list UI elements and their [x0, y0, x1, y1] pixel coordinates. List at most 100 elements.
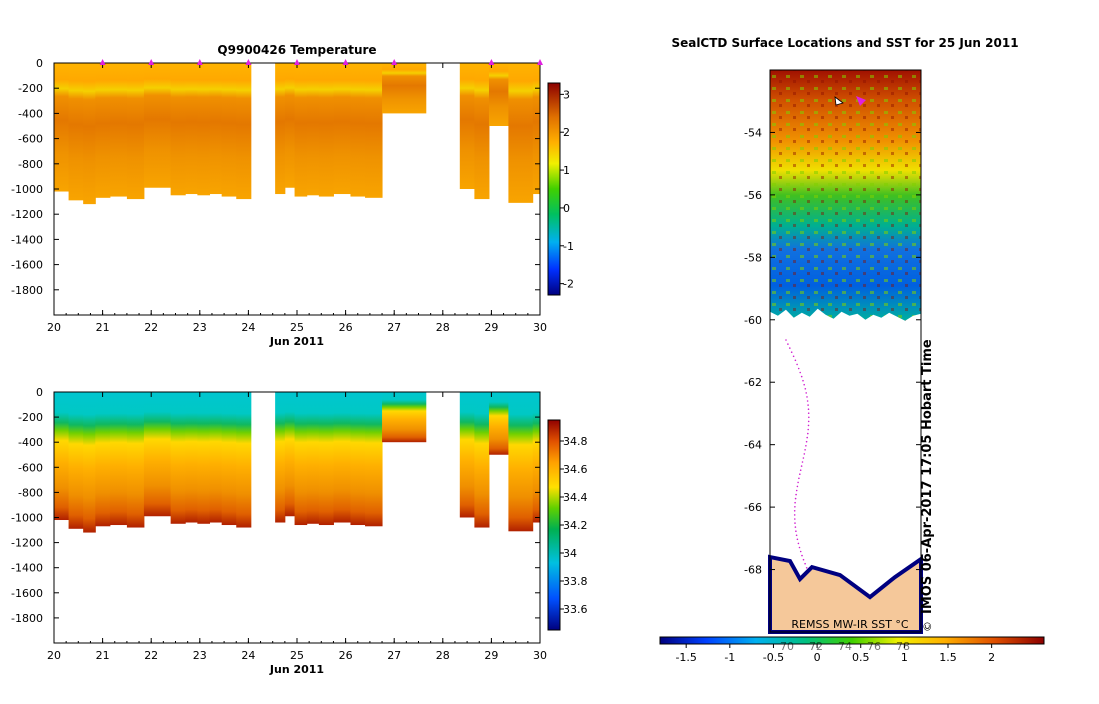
- sst-map-title: SealCTD Surface Locations and SST for 25…: [671, 36, 1018, 50]
- seal-track-point: [793, 514, 796, 516]
- salinity-ytick-label: -800: [18, 486, 43, 499]
- sst-colorbar-label: 0.5: [852, 651, 870, 664]
- seal-track-point: [795, 493, 797, 496]
- salinity-profile-column: [365, 392, 383, 527]
- temperature-profile-column: [197, 63, 211, 196]
- seal-current-position-marker: [856, 96, 866, 106]
- salinity-ytick-label: -1600: [11, 587, 43, 600]
- temperature-xtick-label: 21: [96, 321, 110, 334]
- salinity-profile-column: [318, 392, 334, 526]
- sst-source-label: REMSS MW-IR SST °C: [791, 618, 909, 631]
- temperature-profile-column: [318, 63, 334, 197]
- seal-track-point: [799, 550, 802, 553]
- seal-track-point: [789, 347, 791, 349]
- salinity-profile-column: [474, 392, 490, 528]
- temperature-float-marker: [196, 59, 203, 65]
- sst-colorbar-label: -0.5: [763, 651, 784, 664]
- seal-track-point: [804, 562, 806, 565]
- seal-track-point: [796, 538, 799, 541]
- seal-track-point: [794, 506, 796, 508]
- salinity-ytick-label: 0: [36, 386, 43, 399]
- sst-colorbar-label: 1.5: [939, 651, 957, 664]
- salinity-ytick-label: -400: [18, 436, 43, 449]
- salinity-colorbar-label: 33.6: [563, 603, 588, 616]
- temperature-profile-column: [294, 63, 308, 197]
- sst-map-ytick-label: -56: [744, 189, 762, 202]
- sst-field-texture: [770, 70, 921, 321]
- temperature-profile-column: [126, 63, 145, 200]
- salinity-profile-column: [95, 392, 111, 527]
- temperature-xtick-label: 30: [533, 321, 547, 334]
- salinity-profile-column: [221, 392, 237, 526]
- salinity-profile-column: [170, 392, 186, 524]
- sst-colorbar: [659, 636, 1045, 645]
- sst-colorbar-label: 0: [814, 651, 821, 664]
- salinity-xtick-label: 24: [241, 649, 255, 662]
- sst-colorbar-label: 1: [901, 651, 908, 664]
- seal-track-point: [807, 428, 809, 431]
- temperature-profile-column: [459, 63, 475, 189]
- temperature-profile-column: [236, 63, 252, 200]
- seal-track-point: [800, 375, 803, 378]
- seal-track-point: [794, 359, 797, 362]
- temperature-float-marker: [488, 59, 495, 65]
- seal-track-point: [805, 445, 807, 447]
- temperature-xtick-label: 28: [436, 321, 450, 334]
- sst-colorbar-label: -1: [724, 651, 735, 664]
- seal-track-point: [795, 534, 798, 537]
- salinity-profile-column: [236, 392, 252, 528]
- salinity-xtick-label: 21: [96, 649, 110, 662]
- seal-track-point: [799, 473, 801, 476]
- sst-colorbar-undertext: 70: [780, 640, 794, 653]
- salinity-profile-column: [68, 392, 84, 529]
- temperature-float-marker: [391, 59, 398, 65]
- salinity-xtick-label: 29: [484, 649, 498, 662]
- seal-track-point: [805, 392, 807, 394]
- temperature-xtick-label: 20: [47, 321, 61, 334]
- salinity-colorbar: [547, 419, 561, 631]
- salinity-xtick-label: 28: [436, 649, 450, 662]
- sst-colorbar-label: -1.5: [675, 651, 696, 664]
- temperature-float-marker: [294, 59, 300, 65]
- seal-track-point: [802, 558, 805, 561]
- temperature-colorbar-label: 1: [563, 164, 570, 177]
- seal-track-point: [799, 371, 801, 374]
- temperature-ytick-label: -1600: [11, 259, 43, 272]
- seal-track-point: [800, 465, 803, 467]
- sst-map-ytick-label: -62: [744, 376, 762, 389]
- seal-track-point: [792, 355, 795, 358]
- salinity-profile-column: [508, 392, 534, 532]
- temperature-title: Q9900426 Temperature: [217, 43, 376, 57]
- seal-track-point: [787, 343, 789, 345]
- temperature-profile-column: [109, 63, 128, 197]
- salinity-colorbar-label: 34.4: [563, 491, 588, 504]
- salinity-xtick-label: 27: [387, 649, 401, 662]
- seal-track-point: [799, 469, 802, 472]
- seal-track-point: [803, 453, 806, 455]
- temperature-profile-column: [508, 63, 534, 203]
- salinity-profile-column: [382, 392, 427, 443]
- seal-track-point: [795, 489, 798, 492]
- temperature-xtick-label: 24: [241, 321, 255, 334]
- sst-map-ytick-label: -58: [744, 251, 762, 264]
- salinity-profile-column: [54, 392, 70, 521]
- temperature-ytick-label: -200: [18, 82, 43, 95]
- salinity-profile-column: [185, 392, 198, 523]
- temperature-profile-column: [83, 63, 96, 205]
- seal-track-point: [794, 518, 796, 520]
- salinity-xtick-label: 23: [193, 649, 207, 662]
- salinity-profile-column: [197, 392, 211, 524]
- seal-track-point: [793, 510, 796, 512]
- temperature-ytick-label: -1400: [11, 233, 43, 246]
- temperature-float-marker: [99, 59, 106, 65]
- seal-track-point: [803, 383, 805, 386]
- temperature-profile-column: [306, 63, 320, 196]
- temperature-float-marker: [342, 59, 349, 65]
- salinity-profile-column: [109, 392, 128, 526]
- salinity-colorbar-label: 34.8: [563, 435, 588, 448]
- temperature-ytick-label: -1200: [11, 208, 43, 221]
- seal-position-outline-marker: [834, 96, 844, 106]
- seal-track-point: [804, 449, 806, 451]
- sst-map-ytick-label: -60: [744, 314, 762, 327]
